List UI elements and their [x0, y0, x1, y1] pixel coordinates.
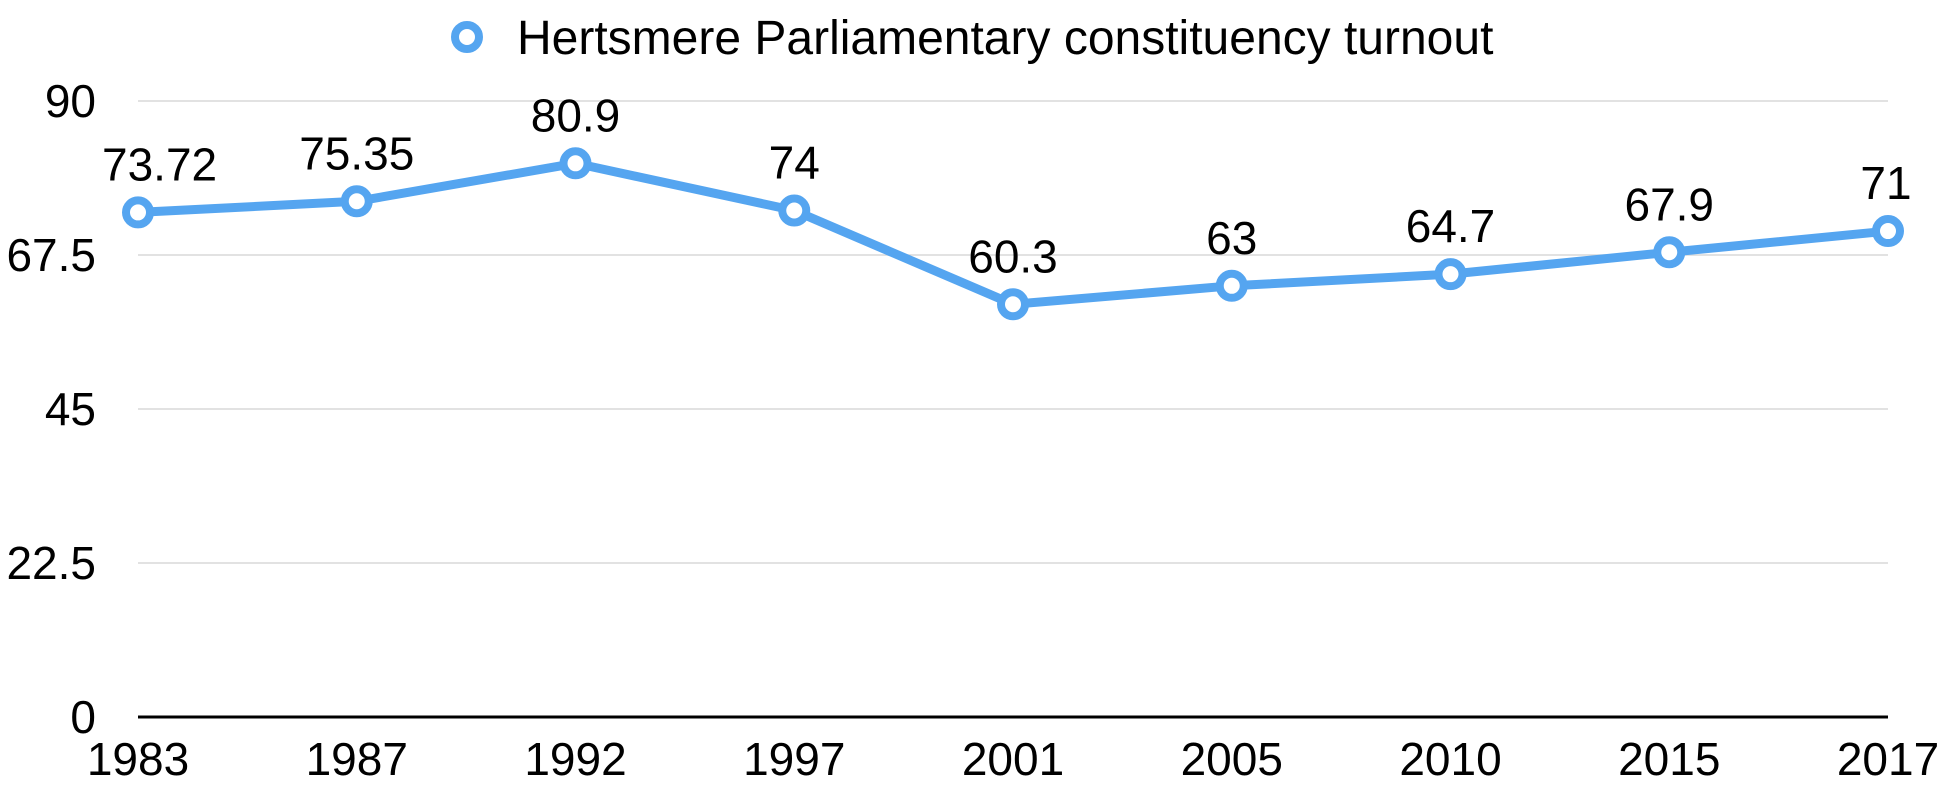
legend-label: Hertsmere Parliamentary constituency tur… [517, 12, 1493, 65]
data-label: 67.9 [1624, 178, 1714, 230]
y-tick-label: 22.5 [6, 537, 96, 589]
data-label: 60.3 [968, 230, 1058, 282]
x-tick-label: 2001 [962, 733, 1064, 785]
data-point [1215, 269, 1248, 302]
data-point [1653, 236, 1686, 269]
y-tick-label: 0 [70, 691, 96, 743]
data-label: 64.7 [1406, 200, 1496, 252]
legend-marker-icon [451, 21, 483, 53]
data-label: 63 [1206, 212, 1257, 264]
data-point [997, 288, 1029, 321]
x-tick-label: 2017 [1837, 733, 1939, 785]
data-point [122, 196, 154, 229]
data-label: 75.35 [299, 127, 414, 179]
data-point [778, 194, 811, 227]
data-labels: 73.72 75.35 80.9 74 60.3 63 64.7 67.9 71 [102, 89, 1912, 282]
legend: Hertsmere Parliamentary constituency tur… [451, 12, 1493, 65]
x-tick-label: 1992 [524, 733, 626, 785]
x-tick-label: 1983 [87, 733, 189, 785]
x-tick-label: 1987 [306, 733, 408, 785]
data-point [559, 147, 592, 180]
data-point [340, 185, 373, 218]
y-axis-tick-labels: 0 22.5 45 67.5 90 [6, 75, 96, 743]
x-tick-label: 1997 [743, 733, 845, 785]
y-tick-label: 90 [45, 75, 96, 127]
data-point [1872, 215, 1904, 248]
data-label: 73.72 [102, 138, 217, 190]
x-tick-label: 2005 [1181, 733, 1283, 785]
y-tick-label: 45 [45, 383, 96, 435]
data-point-markers [122, 147, 1904, 321]
data-label: 71 [1860, 157, 1911, 209]
x-axis-tick-labels: 1983 1987 1992 1997 2001 2005 2010 2015 2017 [87, 733, 1939, 785]
x-tick-label: 2010 [1399, 733, 1501, 785]
gridlines [138, 100, 1888, 564]
y-tick-label: 67.5 [6, 229, 96, 281]
data-label: 74 [769, 137, 820, 189]
data-point [1434, 258, 1467, 291]
data-label: 80.9 [531, 89, 621, 141]
x-tick-label: 2015 [1618, 733, 1720, 785]
